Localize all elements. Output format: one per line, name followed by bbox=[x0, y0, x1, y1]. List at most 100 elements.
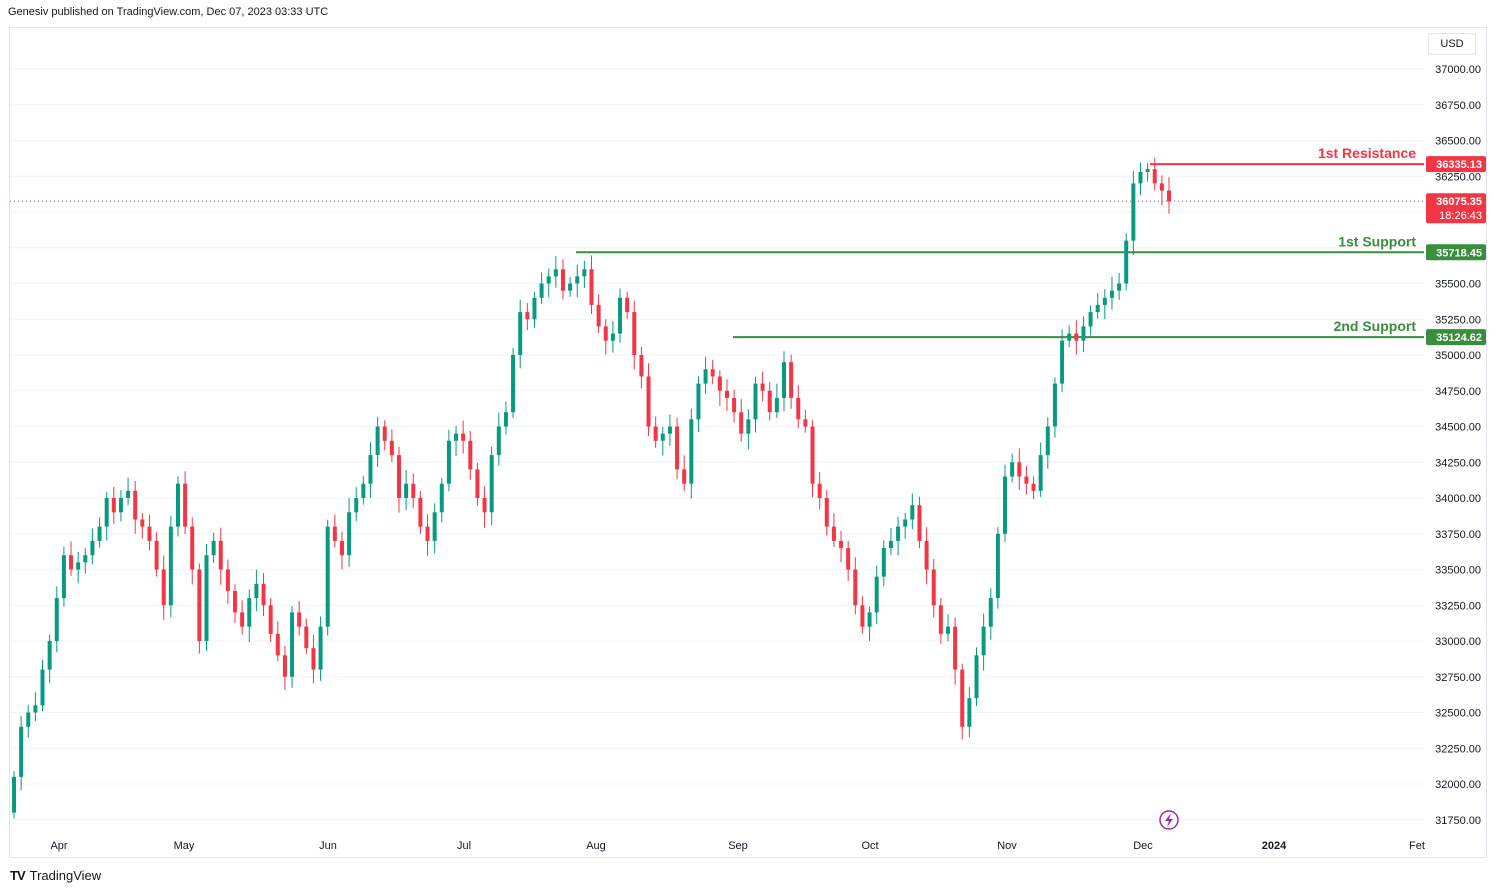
candle-body bbox=[126, 490, 131, 498]
candle-body bbox=[411, 483, 416, 498]
candle-body bbox=[90, 540, 95, 556]
y-tick-label: 36750.00 bbox=[1435, 100, 1481, 112]
y-tick-label: 33750.00 bbox=[1435, 529, 1481, 541]
last-price-text: 36075.35 bbox=[1436, 196, 1482, 208]
candle-body bbox=[47, 641, 52, 670]
candle-body bbox=[332, 526, 337, 541]
y-tick-label: 32750.00 bbox=[1435, 672, 1481, 684]
level-price-tag bbox=[1426, 156, 1486, 173]
candle-body bbox=[518, 312, 523, 355]
candle-body bbox=[910, 505, 915, 520]
candle-body bbox=[546, 276, 551, 284]
candle-body bbox=[325, 526, 330, 627]
candle-body bbox=[197, 569, 202, 641]
candle-body bbox=[1088, 312, 1093, 327]
candle-body bbox=[575, 276, 580, 284]
candle-body bbox=[432, 512, 437, 541]
candle-body bbox=[61, 555, 66, 599]
candle-body bbox=[190, 526, 195, 570]
x-tick-label: Apr bbox=[50, 840, 67, 852]
candle-body bbox=[881, 548, 886, 577]
level-label: 2nd Support bbox=[1334, 318, 1417, 334]
candle-body bbox=[439, 483, 444, 513]
x-tick-label: Nov bbox=[997, 840, 1017, 852]
y-tick-label: 35500.00 bbox=[1435, 279, 1481, 291]
level-price-text: 35124.62 bbox=[1436, 332, 1482, 344]
candle-body bbox=[960, 669, 965, 727]
candle-body bbox=[532, 297, 537, 320]
candle-body bbox=[817, 483, 822, 498]
candle-body bbox=[1052, 383, 1057, 427]
candle-body bbox=[888, 540, 893, 549]
candle-body bbox=[710, 369, 715, 377]
candle-body bbox=[468, 440, 473, 470]
time-axis: Apr May Jun Jul Aug Sep Oct Nov Dec 2024 Fet bbox=[50, 840, 1425, 852]
y-tick-label: 34000.00 bbox=[1435, 493, 1481, 505]
candle-body bbox=[261, 583, 266, 606]
candle-body bbox=[19, 726, 24, 777]
y-tick-label: 36250.00 bbox=[1435, 171, 1481, 183]
last-price-tag bbox=[1426, 193, 1486, 224]
candle-body bbox=[54, 598, 59, 641]
candle-body bbox=[938, 605, 943, 634]
candle-body bbox=[618, 297, 623, 334]
candle-body bbox=[988, 598, 993, 627]
candle-body bbox=[339, 540, 344, 556]
currency-button[interactable]: USD bbox=[1428, 33, 1476, 55]
candle-body bbox=[953, 626, 958, 670]
candle-body bbox=[218, 540, 223, 570]
candle-body bbox=[382, 426, 387, 441]
chart-frame bbox=[9, 27, 1487, 858]
candle-body bbox=[418, 498, 423, 527]
level-price-tag bbox=[1426, 244, 1486, 261]
tradingview-logo-icon: TV bbox=[10, 868, 26, 883]
candle-body bbox=[689, 419, 694, 484]
candle-body bbox=[803, 419, 808, 427]
candle-body bbox=[582, 269, 587, 277]
candle-body bbox=[660, 433, 665, 441]
candle-body bbox=[675, 426, 680, 470]
candle-body bbox=[282, 655, 287, 677]
candle-body bbox=[789, 362, 794, 398]
candle-body bbox=[240, 612, 245, 627]
y-tick-label: 31750.00 bbox=[1435, 815, 1481, 827]
candle-body bbox=[404, 483, 409, 498]
candle-body bbox=[896, 526, 901, 541]
level-price-text: 36335.13 bbox=[1436, 159, 1482, 171]
candle-body bbox=[967, 698, 972, 727]
candle-body bbox=[1145, 169, 1150, 172]
candle-body bbox=[831, 526, 836, 541]
candle-body bbox=[475, 469, 480, 498]
candle-body bbox=[389, 440, 394, 456]
candle-body bbox=[12, 776, 16, 813]
brand-name: TradingView bbox=[29, 868, 102, 883]
candle-body bbox=[625, 297, 630, 313]
candle-body bbox=[1060, 340, 1065, 384]
candle-body bbox=[104, 498, 109, 527]
candle-body bbox=[1159, 183, 1164, 191]
lightning-icon[interactable] bbox=[1159, 810, 1179, 830]
candle-body bbox=[496, 426, 501, 456]
level-lines: 1st Resistance 1st Support 2nd Support bbox=[576, 145, 1424, 339]
candle-body bbox=[603, 326, 608, 341]
candle-body bbox=[1152, 169, 1157, 184]
x-tick-label: May bbox=[174, 840, 195, 852]
candle-body bbox=[211, 540, 216, 556]
candle-body bbox=[1017, 462, 1022, 477]
x-tick-label: Jul bbox=[457, 840, 471, 852]
x-tick-label: Fet bbox=[1409, 840, 1425, 852]
candle-body bbox=[1117, 283, 1122, 291]
candle-body bbox=[824, 498, 829, 527]
candle-body bbox=[118, 498, 123, 513]
candle-body bbox=[290, 612, 295, 677]
candle-body bbox=[461, 433, 466, 441]
y-tick-label: 33250.00 bbox=[1435, 600, 1481, 612]
candle-body bbox=[83, 555, 88, 563]
candle-body bbox=[1024, 476, 1029, 484]
candle-body bbox=[311, 648, 316, 670]
candle-body bbox=[225, 569, 230, 591]
candle-body bbox=[297, 612, 302, 627]
candle-body bbox=[361, 483, 366, 498]
candle-body bbox=[696, 383, 701, 420]
